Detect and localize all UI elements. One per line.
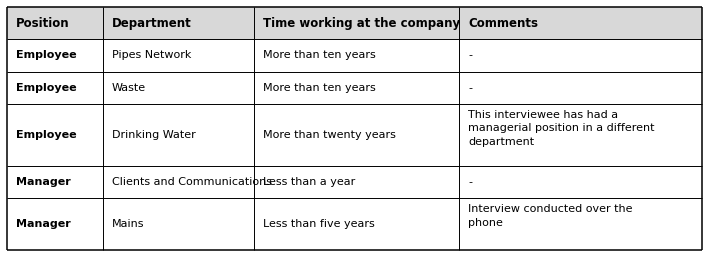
Text: This interviewee has had a
managerial position in a different
department: This interviewee has had a managerial po… — [469, 110, 655, 147]
Text: Time working at the company: Time working at the company — [264, 17, 461, 30]
Text: Mains: Mains — [112, 219, 145, 229]
Text: Less than a year: Less than a year — [264, 177, 356, 187]
Text: Drinking Water: Drinking Water — [112, 130, 196, 140]
Text: Less than five years: Less than five years — [264, 219, 375, 229]
Text: More than ten years: More than ten years — [264, 50, 376, 60]
Text: Employee: Employee — [16, 83, 77, 93]
Text: More than twenty years: More than twenty years — [264, 130, 396, 140]
Text: Pipes Network: Pipes Network — [112, 50, 191, 60]
Text: Department: Department — [112, 17, 191, 30]
Text: Manager: Manager — [16, 177, 71, 187]
Text: Employee: Employee — [16, 130, 77, 140]
Text: Waste: Waste — [112, 83, 146, 93]
Text: Comments: Comments — [469, 17, 538, 30]
Text: Interview conducted over the
phone: Interview conducted over the phone — [469, 204, 633, 228]
Text: -: - — [469, 50, 472, 60]
Text: Manager: Manager — [16, 219, 71, 229]
Text: Clients and Communications: Clients and Communications — [112, 177, 272, 187]
Text: More than ten years: More than ten years — [264, 83, 376, 93]
Text: -: - — [469, 83, 472, 93]
Text: Employee: Employee — [16, 50, 77, 60]
Text: Position: Position — [16, 17, 69, 30]
Text: -: - — [469, 177, 472, 187]
Bar — [7, 7, 702, 39]
